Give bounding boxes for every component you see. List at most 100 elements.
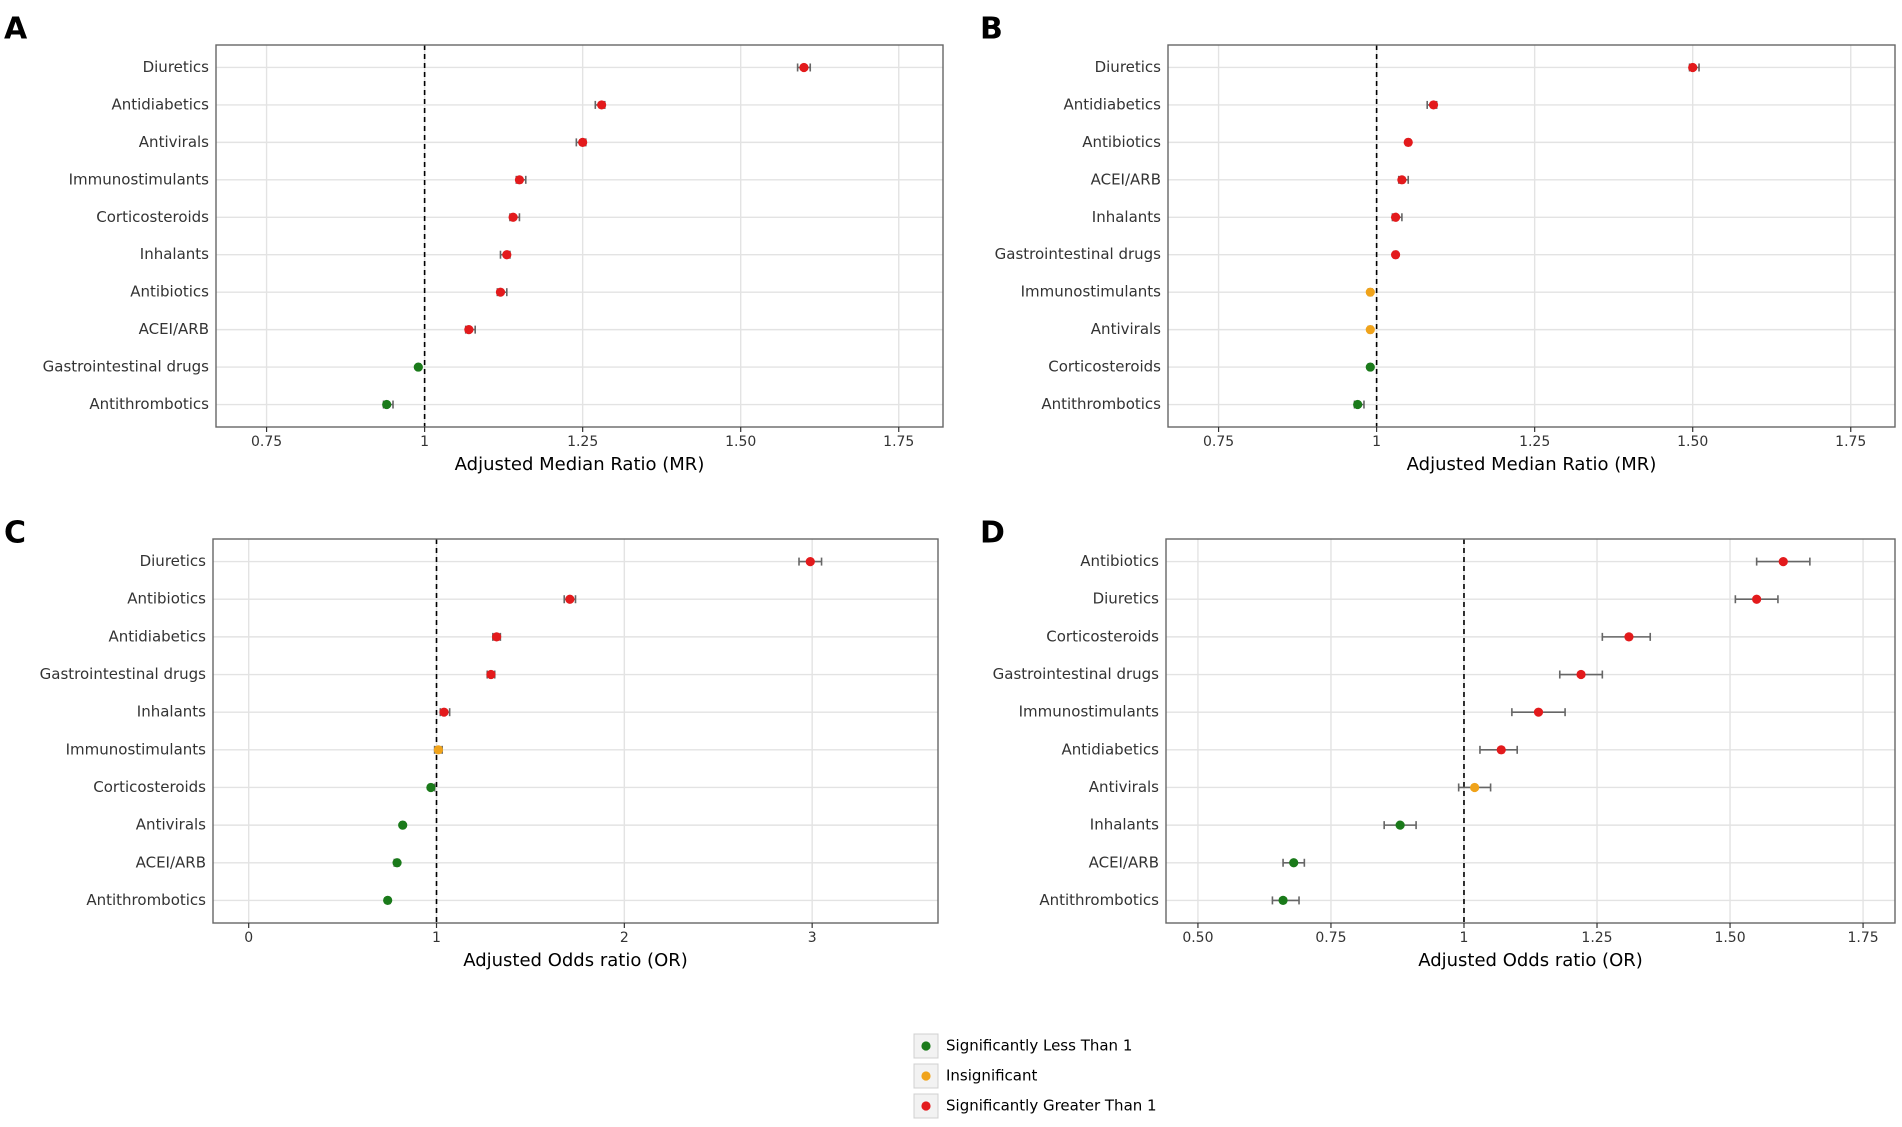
data-point: [492, 632, 502, 642]
data-point-group: [1365, 362, 1375, 372]
category-label: Gastrointestinal drugs: [995, 245, 1162, 263]
category-label: Gastrointestinal drugs: [40, 665, 207, 683]
category-label: Diuretics: [1095, 58, 1162, 76]
x-tick-label: 1.75: [1847, 930, 1878, 946]
data-point-group: [398, 820, 408, 830]
x-tick-label: 1: [420, 434, 429, 450]
x-tick-label: 0.75: [1315, 930, 1346, 946]
data-point: [514, 175, 525, 185]
category-label: ACEI/ARB: [1091, 170, 1161, 188]
category-label: Inhalants: [140, 245, 209, 263]
legend-marker: [921, 1041, 931, 1051]
data-point: [383, 895, 393, 906]
data-point-group: [1755, 556, 1811, 567]
panel-border: [1165, 538, 1896, 924]
data-point: [578, 137, 588, 147]
data-point-group: [392, 858, 402, 868]
category-label: Antivirals: [1089, 778, 1159, 796]
x-tick-label: 1: [432, 930, 441, 946]
data-point-group: [383, 895, 393, 906]
panels-container: A Diuretics Antidiabetics Antivirals Immunos…: [4, 12, 1896, 971]
data-point-group: [464, 325, 476, 335]
category-label: Immunostimulants: [1019, 703, 1160, 721]
data-point: [398, 820, 408, 830]
x-tick-label: 0.75: [1203, 434, 1234, 450]
x-tick-label: 1.25: [1581, 930, 1612, 946]
data-point: [1533, 707, 1544, 717]
data-point-group: [514, 175, 527, 185]
category-label: Antidiabetics: [108, 627, 206, 645]
data-point-group: [798, 556, 823, 567]
category-label: Antidiabetics: [1061, 740, 1159, 758]
category-label: Inhalants: [1092, 208, 1161, 226]
legend-item-insig: Insignificant: [913, 1063, 1038, 1089]
panel-letter: A: [4, 12, 28, 47]
x-tick-label: 1: [1372, 434, 1381, 450]
category-label: Corticosteroids: [1046, 627, 1159, 645]
category-label: Corticosteroids: [96, 208, 209, 226]
data-point-group: [1365, 325, 1375, 335]
x-tick-label: 2: [620, 930, 629, 946]
data-point-group: [1601, 632, 1652, 642]
data-point-group: [796, 62, 812, 73]
data-point: [464, 325, 474, 335]
category-label: Antithrombotics: [1039, 891, 1159, 909]
x-tick-label: 0.75: [251, 434, 282, 450]
data-point: [805, 556, 815, 567]
x-axis-title: Adjusted Median Ratio (MR): [1407, 454, 1657, 475]
category-label: Corticosteroids: [93, 778, 206, 796]
panel-letter: C: [4, 516, 26, 551]
data-point: [1278, 895, 1288, 906]
category-label: Diuretics: [140, 552, 207, 570]
data-point: [565, 594, 575, 604]
category-label: Antivirals: [136, 816, 206, 834]
panel-b: B Diuretics Antidiabetics Antibiotics ACEI/A…: [980, 12, 1896, 475]
panel-border: [215, 44, 944, 428]
data-point-group: [1426, 100, 1439, 110]
x-tick-label: 0: [244, 930, 253, 946]
x-tick-label: 1.75: [1835, 434, 1866, 450]
data-point-group: [1390, 250, 1401, 260]
legend-item-greater: Significantly Greater Than 1: [913, 1093, 1157, 1119]
data-point: [1576, 669, 1586, 680]
legend: Significantly Less Than 1 Insignificant Si…: [913, 1033, 1157, 1119]
data-point-group: [1271, 895, 1300, 906]
data-point-group: [575, 137, 588, 147]
legend-label: Significantly Greater Than 1: [946, 1097, 1157, 1115]
panel-letter: B: [980, 12, 1003, 47]
x-tick-label: 1.50: [1714, 930, 1745, 946]
legend-label: Insignificant: [946, 1067, 1038, 1085]
category-label: Antibiotics: [1080, 552, 1159, 570]
data-point: [1390, 212, 1401, 222]
data-point: [1289, 858, 1299, 868]
category-label: Antithrombotics: [1041, 395, 1161, 413]
data-point: [486, 669, 496, 680]
data-point-group: [499, 250, 512, 260]
x-tick-label: 1.50: [725, 434, 756, 450]
x-tick-label: 1.75: [883, 434, 914, 450]
data-point: [382, 399, 392, 410]
data-point: [508, 212, 518, 222]
data-point-group: [1403, 137, 1413, 147]
data-point-group: [1390, 212, 1403, 222]
category-label: Antithrombotics: [86, 891, 206, 909]
data-point-group: [1397, 175, 1410, 185]
category-label: Diuretics: [143, 58, 210, 76]
legend-label: Significantly Less Than 1: [946, 1037, 1132, 1055]
data-point-group: [1688, 62, 1700, 73]
data-point: [1403, 137, 1413, 147]
category-label: Corticosteroids: [1048, 358, 1161, 376]
data-point-group: [1479, 745, 1518, 755]
category-label: ACEI/ARB: [139, 320, 209, 338]
category-label: Antidiabetics: [1063, 95, 1161, 113]
x-axis-title: Adjusted Median Ratio (MR): [455, 454, 705, 475]
legend-marker: [921, 1101, 931, 1111]
x-tick-label: 0.50: [1182, 930, 1213, 946]
category-label: Antivirals: [1091, 320, 1161, 338]
data-point: [1390, 250, 1401, 260]
data-point: [1752, 594, 1762, 604]
data-point-group: [1511, 707, 1566, 717]
category-label: Antivirals: [139, 133, 209, 151]
category-label: Immunostimulants: [69, 170, 210, 188]
category-label: ACEI/ARB: [136, 853, 206, 871]
